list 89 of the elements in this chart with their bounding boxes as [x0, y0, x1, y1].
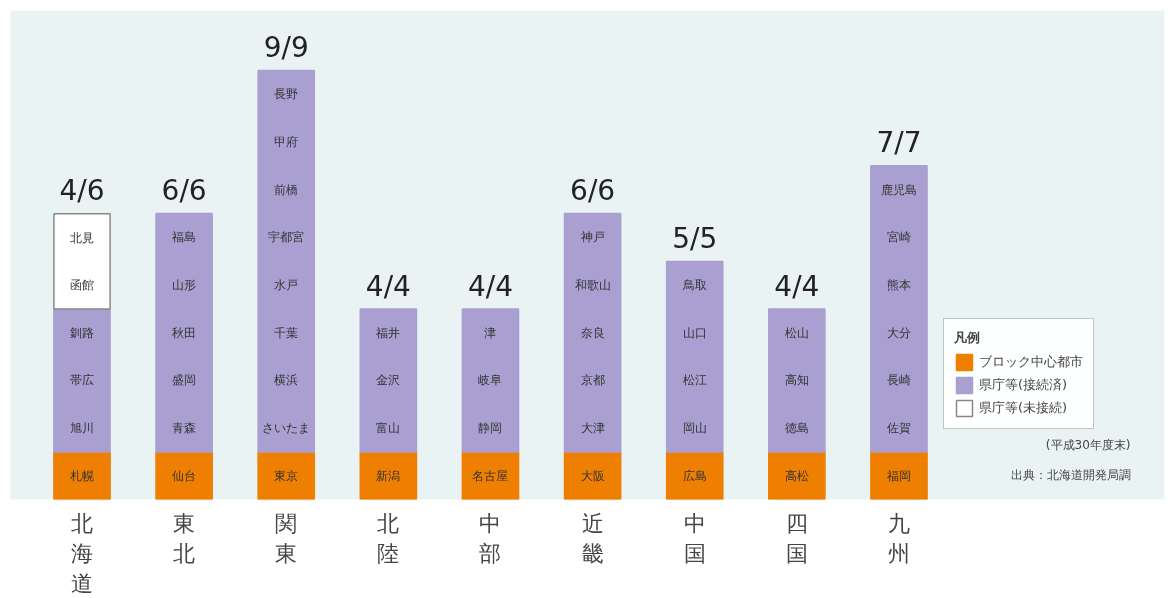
annotation: 大津	[580, 420, 605, 435]
annotation: 前橋	[274, 182, 299, 197]
annotation: 青森	[172, 420, 197, 435]
annotation: 横浜	[274, 373, 299, 388]
annotation: 佐賀	[886, 420, 911, 435]
bar	[53, 308, 111, 453]
annotation: 仙台	[172, 468, 197, 483]
x-tick-label: 中部	[479, 510, 502, 566]
annotation: 福井	[376, 325, 401, 340]
annotation: 7/7	[876, 126, 922, 160]
bar	[155, 212, 213, 453]
bar	[359, 308, 418, 453]
annotation: 広島	[682, 468, 707, 483]
annotation: 岐阜	[478, 373, 503, 388]
annotation: 秋田	[172, 325, 197, 340]
annotation: 帯広	[69, 373, 94, 388]
bar	[257, 451, 316, 500]
annotation: 宇都宮	[268, 230, 305, 245]
annotation: 水戸	[274, 278, 299, 293]
bar	[155, 451, 213, 500]
annotation: 鳥取	[681, 278, 707, 293]
annotation: 長野	[274, 87, 299, 102]
x-tick-label: 北海道	[70, 510, 93, 596]
annotation: 松江	[682, 373, 707, 388]
annotation: 函館	[69, 278, 94, 293]
bar	[53, 213, 111, 310]
legend-label: 県庁等(接続済)	[979, 376, 1068, 394]
bar	[257, 69, 316, 453]
annotation: 高松	[784, 468, 809, 483]
x-tick-label: 近畿	[581, 510, 604, 566]
annotation: 長崎	[886, 373, 911, 388]
annotation: 京都	[580, 373, 605, 388]
legend-label: 県庁等(未接続)	[979, 399, 1068, 417]
x-tick-label: 中国	[683, 510, 706, 566]
annotation: 盛岡	[172, 373, 197, 388]
bar	[665, 260, 724, 453]
annotation: 札幌	[69, 468, 94, 483]
annotation: 宮崎	[886, 230, 911, 245]
annotation: 4/6	[59, 173, 105, 207]
annotation: 熊本	[886, 277, 911, 292]
annotation: 松山	[784, 325, 809, 340]
annotation: 名古屋	[472, 468, 509, 483]
annotation: 山口	[682, 325, 707, 340]
annotation: 山形	[172, 277, 197, 292]
annotation: 北見	[69, 230, 94, 245]
bar	[768, 308, 826, 453]
text: (平成30年度末)	[1045, 437, 1131, 452]
annotation: 岡山	[682, 421, 707, 436]
x-tick-label: 東北	[173, 510, 196, 566]
bar	[768, 451, 826, 500]
annotation: 甲府	[274, 135, 299, 150]
x-tick-label: 九州	[887, 510, 910, 566]
annotation: 千葉	[274, 325, 299, 340]
annotation: 奈良	[580, 325, 605, 340]
annotation: 津	[484, 325, 497, 340]
annotation: 和歌山	[574, 277, 611, 292]
annotation: 新潟	[376, 468, 401, 483]
annotation: 福岡	[886, 468, 911, 483]
annotation: 5/5	[672, 221, 718, 255]
annotation: さいたま	[262, 421, 311, 436]
bar	[870, 165, 928, 453]
bar	[563, 212, 622, 453]
annotation: 金沢	[376, 373, 401, 388]
annotation: 6/6	[570, 173, 616, 207]
bar	[665, 451, 724, 500]
source-note: 出典：北海道開発局調	[1010, 467, 1131, 482]
annotation: 鹿児島	[880, 182, 917, 197]
x-tick-label: 関東	[275, 510, 298, 566]
annotation: 旭川	[69, 421, 94, 436]
legend-label: ブロック中心都市	[979, 353, 1083, 371]
annotation: 静岡	[478, 421, 503, 436]
annotation: 4/4	[467, 269, 514, 303]
x-tick-label: 北陸	[377, 510, 400, 566]
annotation: 大分	[886, 325, 911, 340]
legend-title: 凡例	[954, 329, 981, 347]
annotation: 富山	[376, 421, 401, 436]
annotation: 6/6	[161, 173, 207, 207]
annotation: 4/4	[365, 269, 411, 303]
annotation: 4/4	[774, 269, 820, 303]
annotation: 9/9	[263, 31, 309, 65]
annotation: 神戸	[580, 230, 605, 245]
annotation: 福島	[172, 230, 197, 245]
annotation: 高知	[784, 373, 809, 388]
bar	[461, 308, 520, 453]
x-tick-label: 四国	[785, 510, 808, 566]
annotation: 東京	[274, 468, 299, 483]
annotation: 釧路	[69, 325, 94, 340]
annotation: 徳島	[784, 421, 809, 436]
annotation: 大阪	[580, 468, 605, 483]
